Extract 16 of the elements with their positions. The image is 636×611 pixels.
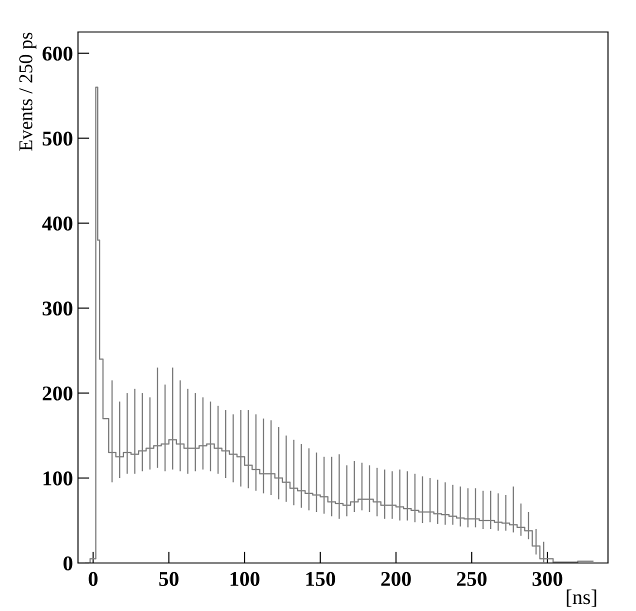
x-tick-label: 50 — [159, 572, 178, 586]
y-tick-label: 200 — [42, 386, 72, 401]
y-tick-label: 600 — [42, 46, 72, 61]
y-tick-label: 500 — [42, 132, 72, 146]
y-tick-label: 300 — [42, 301, 72, 316]
x-tick-label: 100 — [230, 572, 260, 586]
y-tick-label: 0 — [64, 556, 72, 570]
x-tick-label: 0 — [88, 572, 98, 586]
x-axis-title: [ns] — [566, 590, 596, 607]
y-axis-title: Events / 250 ps — [19, 32, 36, 151]
y-tick-label: 100 — [44, 471, 72, 486]
x-tick-label: 150 — [306, 572, 336, 586]
x-tick-label: 250 — [456, 572, 487, 586]
x-tick-label: 200 — [381, 572, 411, 586]
y-tick-label: 400 — [42, 216, 72, 231]
x-tick-label: 300 — [532, 572, 562, 586]
